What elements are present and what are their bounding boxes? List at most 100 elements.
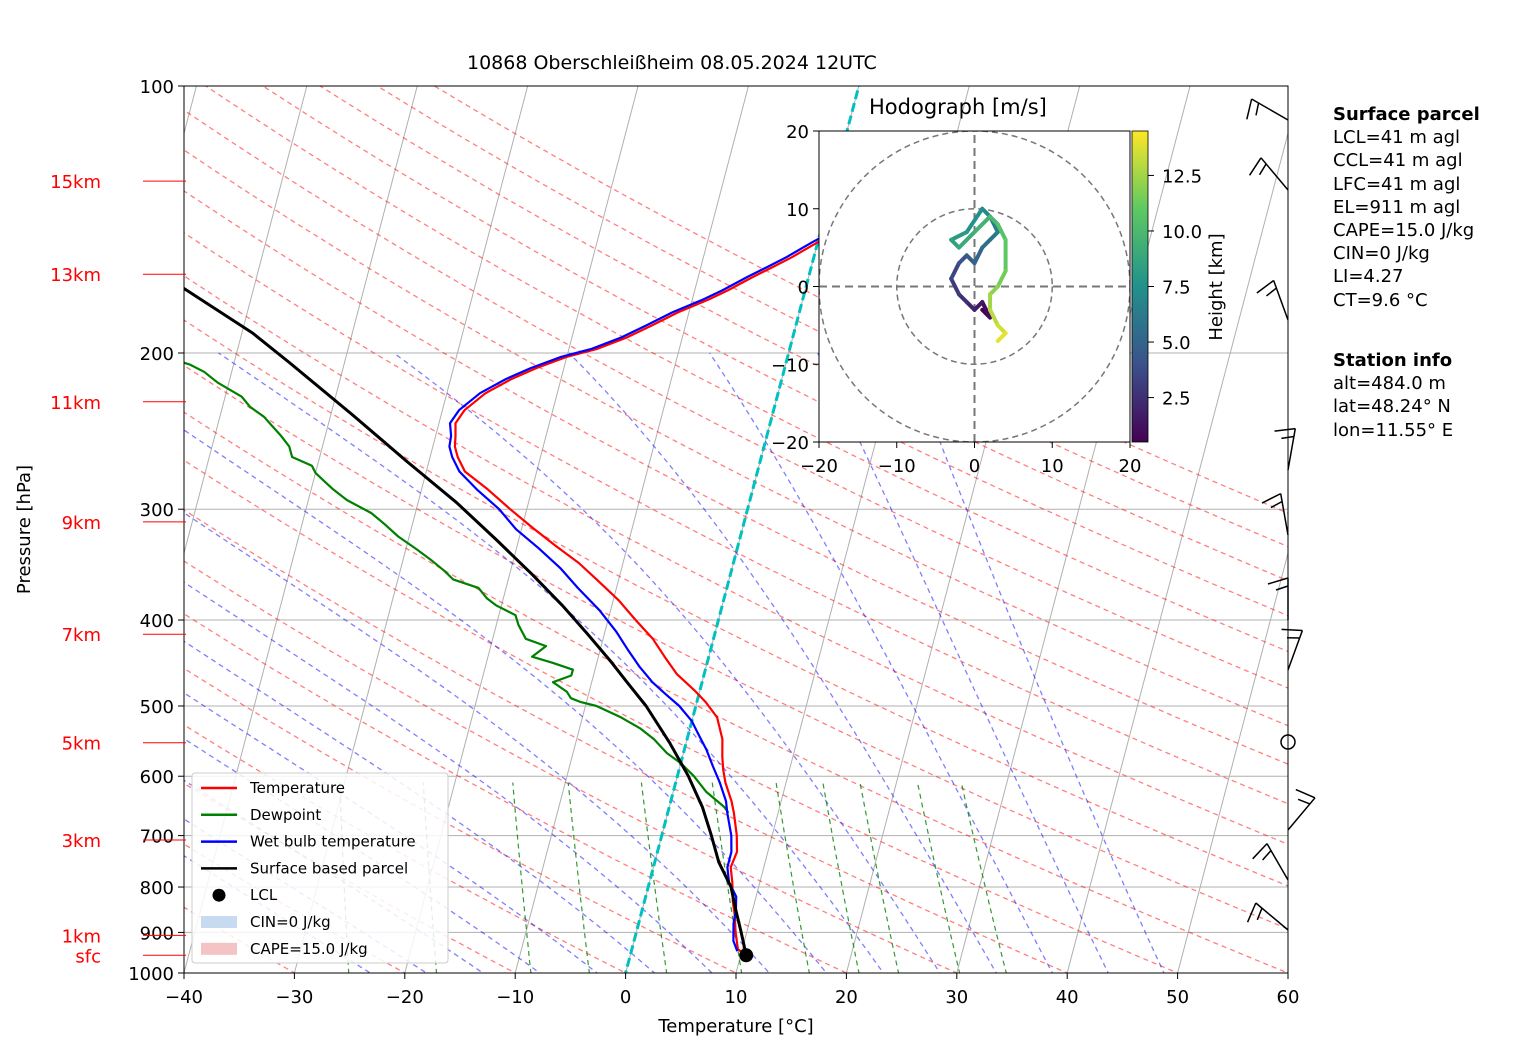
hodo-x-tick-label: 20 bbox=[1119, 456, 1142, 477]
dry-adiabat bbox=[184, 190, 1288, 765]
legend-dot-swatch bbox=[212, 888, 226, 902]
parcel-ccl: CCL=41 m agl bbox=[1333, 150, 1463, 172]
y-tick-label: 1000 bbox=[128, 964, 174, 985]
x-axis-label: Temperature [°C] bbox=[657, 1016, 813, 1037]
hodograph-axes: −20 −10 0 10 20 20 10 0 −10 −20 bbox=[771, 122, 1141, 477]
barb-flag bbox=[1256, 907, 1263, 921]
wind-barb bbox=[1267, 577, 1289, 620]
height-label: 15km bbox=[50, 172, 101, 193]
hodograph-segment bbox=[995, 331, 1008, 343]
height-label: 7km bbox=[62, 625, 101, 646]
height-label: 9km bbox=[62, 513, 101, 534]
isotherm-line bbox=[1066, 131, 1288, 973]
hodograph-traces bbox=[819, 131, 1130, 442]
wind-barb bbox=[1287, 788, 1316, 831]
hodograph-segment bbox=[956, 230, 977, 250]
hodograph-segment bbox=[949, 261, 961, 281]
moist-adiabat bbox=[709, 352, 1054, 973]
legend-label: Surface based parcel bbox=[250, 859, 408, 877]
barb-shaft bbox=[1260, 157, 1289, 191]
barb-flag bbox=[1265, 287, 1277, 297]
dry-adiabat bbox=[184, 319, 1288, 887]
temperature-trace bbox=[453, 180, 907, 957]
hodo-x-tick-label: −10 bbox=[878, 456, 916, 477]
colorbar-label: Height [km] bbox=[1206, 233, 1227, 340]
y-tick-label: 600 bbox=[140, 767, 174, 788]
dry-adiabat bbox=[433, 86, 1288, 514]
moist-adiabat bbox=[184, 429, 828, 973]
parcel-li: LI=4.27 bbox=[1333, 266, 1404, 288]
hodograph-background bbox=[819, 131, 1130, 442]
hodograph-segment bbox=[972, 245, 985, 266]
hodo-y-tick-label: 0 bbox=[798, 278, 809, 299]
barb-shaft bbox=[1255, 902, 1289, 931]
y-tick-label: 800 bbox=[140, 878, 174, 899]
legend-label: Dewpoint bbox=[250, 806, 321, 824]
colorbar-tick-label: 2.5 bbox=[1162, 389, 1191, 410]
legend: Temperature Dewpoint Wet bulb temperature S… bbox=[191, 772, 449, 964]
wind-barb bbox=[1248, 157, 1289, 191]
barb-flag bbox=[1255, 102, 1260, 116]
legend-label: Temperature bbox=[249, 779, 345, 797]
height-label: 5km bbox=[62, 734, 101, 755]
isotherm-line bbox=[956, 86, 1191, 973]
colorbar-tick-label: 12.5 bbox=[1162, 166, 1202, 187]
station-longitude: lon=11.55° E bbox=[1333, 419, 1454, 441]
height-colorbar bbox=[1131, 130, 1149, 443]
chart-title: 10868 Oberschleißheim 08.05.2024 12UTC bbox=[467, 52, 877, 74]
barb-flag bbox=[1281, 628, 1303, 632]
dry-adiabat bbox=[184, 364, 1288, 930]
x-tick-label: 10 bbox=[725, 987, 748, 1008]
barb-flag bbox=[1281, 435, 1295, 440]
moist-adiabat bbox=[184, 581, 713, 973]
legend-box bbox=[191, 772, 449, 964]
hodo-y-tick-label: −20 bbox=[771, 433, 809, 454]
barb-shaft bbox=[1287, 428, 1297, 471]
hodograph-segment bbox=[949, 230, 969, 242]
mixing-ratio-line bbox=[822, 782, 860, 973]
dry-adiabat bbox=[184, 149, 1288, 727]
mixing-ratio-line bbox=[916, 782, 961, 973]
hodo-y-tick-label: −10 bbox=[771, 355, 809, 376]
barb-flag bbox=[1261, 492, 1282, 504]
hodograph-segment bbox=[949, 276, 961, 297]
x-tick-label: 50 bbox=[1166, 987, 1189, 1008]
parcel-cape: CAPE=15.0 J/kg bbox=[1333, 220, 1475, 242]
barb-flag bbox=[1267, 577, 1289, 585]
y-tick-label: 500 bbox=[140, 697, 174, 718]
wind-barb bbox=[1274, 427, 1297, 471]
barb-flag bbox=[1297, 798, 1311, 805]
y-axis-label: Pressure [hPa] bbox=[14, 465, 35, 594]
hodograph-segment bbox=[995, 222, 1008, 242]
hodograph-segment bbox=[980, 300, 993, 320]
calm-wind-marker bbox=[1280, 734, 1296, 750]
isotherm-line bbox=[1177, 551, 1288, 973]
surface-parcel-panel: Surface parcel LCL=41 m agl CCL=41 m agl… bbox=[1333, 103, 1480, 312]
wind-barb bbox=[1261, 492, 1289, 536]
background-lines bbox=[184, 86, 1288, 973]
y-tick-label: 900 bbox=[140, 923, 174, 944]
x-tick-label: 40 bbox=[1056, 987, 1079, 1008]
barb-flag bbox=[1248, 157, 1262, 176]
barb-flag bbox=[1286, 636, 1300, 639]
legend-label: Wet bulb temperature bbox=[250, 833, 416, 851]
parcel-el: EL=911 m agl bbox=[1333, 196, 1461, 218]
dry-adiabat bbox=[184, 109, 1288, 689]
barb-shaft bbox=[1266, 843, 1289, 881]
barb-shaft bbox=[1251, 98, 1289, 121]
mixing-ratio-line bbox=[859, 782, 900, 973]
legend-label: CIN=0 J/kg bbox=[250, 913, 331, 931]
surface-parcel-heading: Surface parcel bbox=[1333, 104, 1480, 125]
mixing-ratio-line bbox=[512, 782, 532, 973]
moist-adiabat bbox=[184, 640, 656, 973]
legend-label: CAPE=15.0 J/kg bbox=[250, 940, 368, 958]
x-tick-label: 60 bbox=[1277, 987, 1300, 1008]
y-tick-label: 100 bbox=[140, 77, 174, 98]
dry-adiabat bbox=[184, 232, 1288, 805]
hodograph-segment bbox=[972, 214, 993, 235]
barb-shaft bbox=[1287, 797, 1316, 831]
wind-barb bbox=[1246, 902, 1289, 931]
colorbar-tick-label: 7.5 bbox=[1162, 278, 1191, 299]
dry-adiabat bbox=[184, 275, 1288, 845]
hodograph-segment bbox=[995, 268, 1008, 289]
